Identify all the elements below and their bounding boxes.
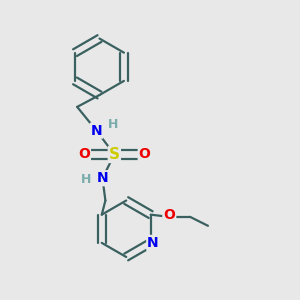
Text: H: H <box>81 173 91 186</box>
Text: H: H <box>108 118 118 131</box>
Text: S: S <box>109 147 120 162</box>
Text: N: N <box>91 124 102 138</box>
Text: O: O <box>164 208 175 222</box>
Text: O: O <box>78 148 90 161</box>
Text: N: N <box>147 236 159 250</box>
Text: N: N <box>97 171 108 185</box>
Text: O: O <box>139 148 151 161</box>
